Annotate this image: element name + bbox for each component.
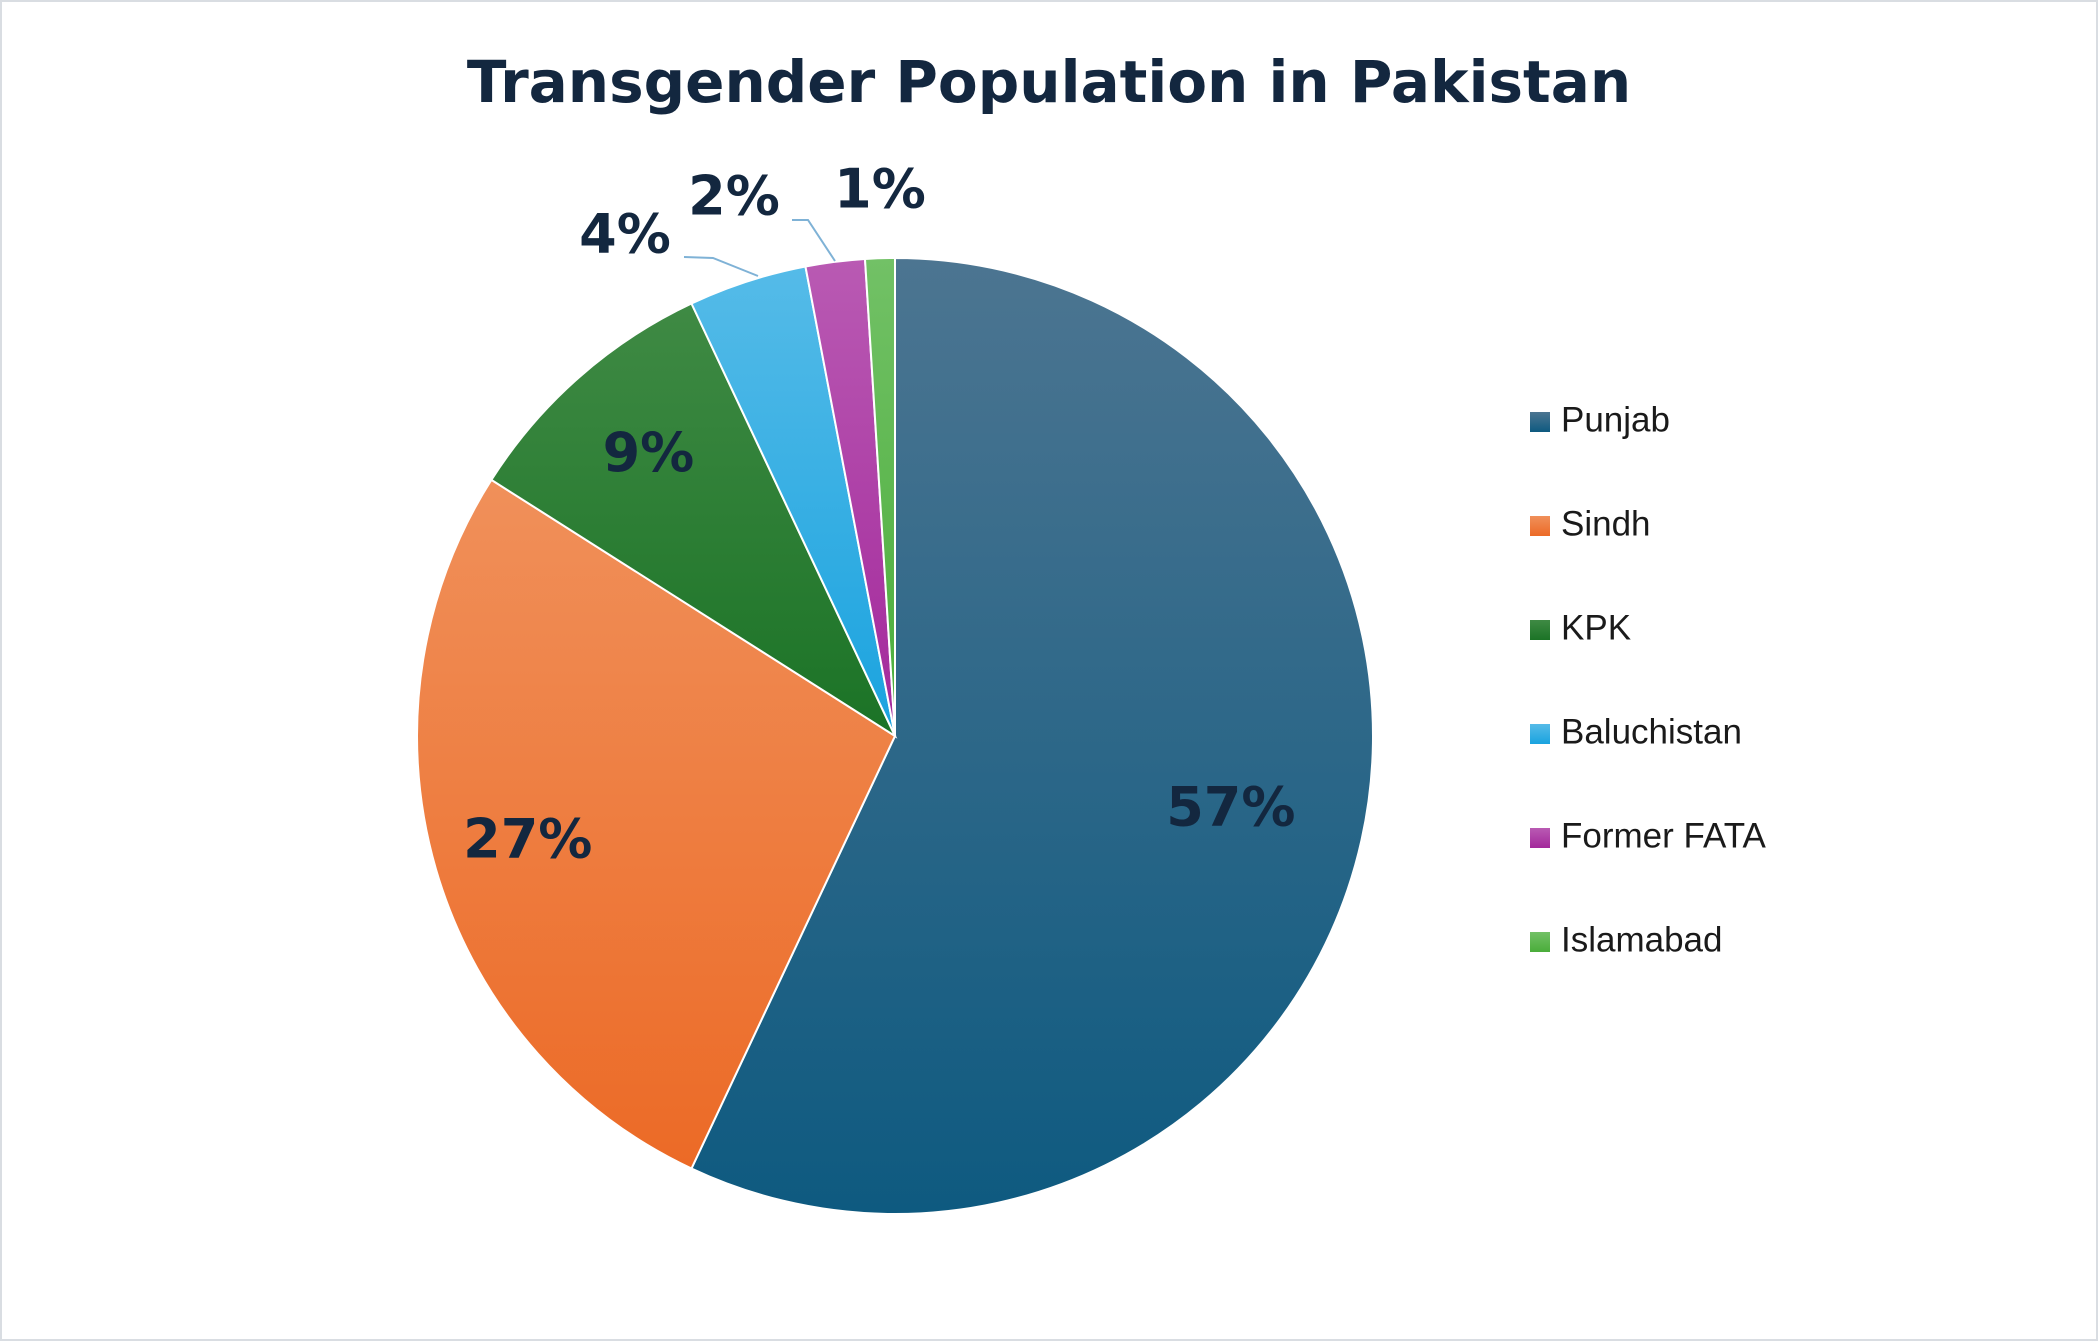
legend-swatch-baluchistan	[1530, 724, 1550, 744]
legend-swatch-islamabad	[1530, 932, 1550, 952]
legend-label-kpk: KPK	[1561, 608, 1631, 647]
data-label-baluchistan: 4%	[579, 203, 671, 266]
legend-swatch-kpk	[1530, 620, 1550, 640]
pie-slice-kpk	[490, 302, 898, 739]
leader-lines	[683, 219, 836, 277]
pie-slice-islamabad	[863, 256, 896, 737]
legend-label-islamabad: Islamabad	[1561, 920, 1722, 959]
leader-line-baluchistan	[683, 256, 759, 277]
legend-swatch-punjab	[1530, 412, 1550, 432]
chart-title: Transgender Population in Pakistan	[467, 48, 1631, 116]
legend-swatch-sindh	[1530, 516, 1550, 536]
data-labels: 57% 27% 9% 4% 2% 1%	[463, 158, 1295, 871]
legend-swatch-former-fata	[1530, 828, 1550, 848]
legend-label-former-fata: Former FATA	[1561, 816, 1766, 855]
legend: Punjab Sindh KPK Baluchistan Former FATA Isla…	[1530, 400, 1766, 959]
pie-slice-sindh	[415, 478, 897, 1170]
data-label-former-fata: 2%	[688, 165, 780, 228]
leader-line-former-fata	[792, 219, 836, 262]
pie-slices	[415, 256, 1374, 1215]
legend-label-sindh: Sindh	[1561, 504, 1651, 543]
data-label-punjab: 57%	[1166, 776, 1295, 839]
pie-slice-punjab	[690, 256, 1374, 1215]
data-label-kpk: 9%	[603, 421, 695, 484]
legend-label-punjab: Punjab	[1561, 400, 1670, 439]
legend-label-baluchistan: Baluchistan	[1561, 712, 1742, 751]
data-label-islamabad: 1%	[834, 158, 926, 221]
data-label-sindh: 27%	[463, 807, 592, 870]
